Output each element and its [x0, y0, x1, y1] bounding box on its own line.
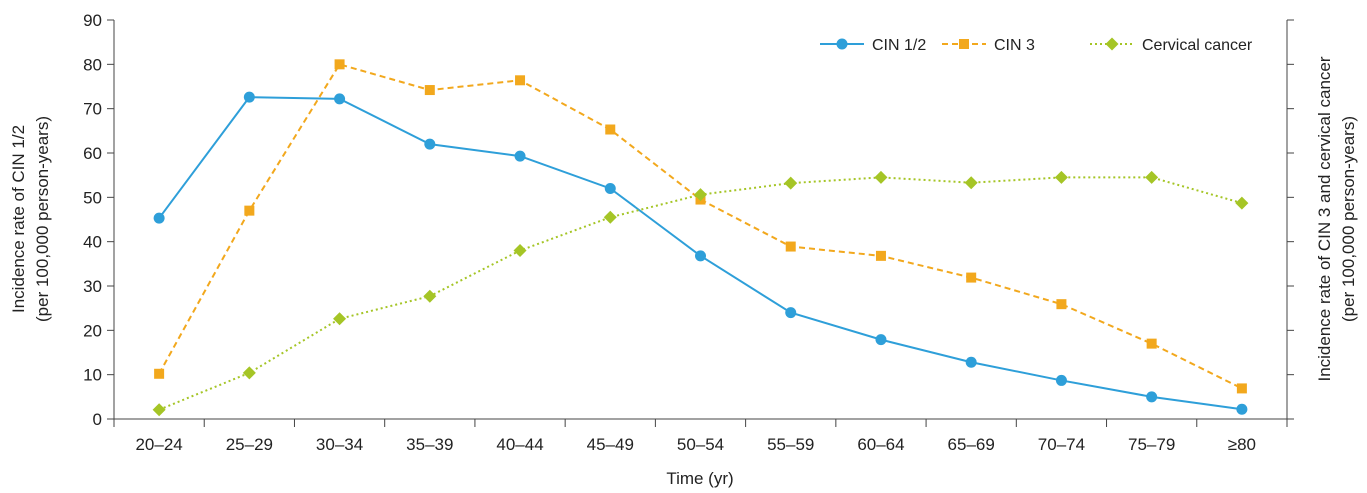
y-tick-label: 80 [83, 55, 102, 74]
data-point [334, 93, 346, 105]
data-point [964, 176, 978, 190]
x-tick-label: 60–64 [857, 435, 904, 454]
legend-marker [836, 38, 848, 50]
data-point [1054, 170, 1068, 184]
y-axis-title-line2: (per 100,000 person-years) [33, 116, 52, 322]
data-point [965, 356, 977, 368]
series-1 [154, 59, 1247, 394]
data-point [604, 182, 616, 194]
data-point [1145, 170, 1159, 184]
y-tick-label: 10 [83, 366, 102, 385]
x-tick-label: 35–39 [406, 435, 453, 454]
x-tick-label: 40–44 [496, 435, 543, 454]
y-tick-label: 50 [83, 188, 102, 207]
series-line [158, 63, 1243, 390]
data-point [785, 307, 797, 319]
y-tick-label: 60 [83, 144, 102, 163]
legend-label: CIN 3 [994, 37, 1035, 54]
x-ticks: 20–24 25–29 30–34 35–39 40–44 45–49 50–54 55–59… [113, 419, 1288, 454]
x-tick-label: ≥80 [1228, 435, 1256, 454]
data-point [605, 124, 616, 135]
y-tick-label: 40 [83, 233, 102, 252]
y-tick-label: 20 [83, 321, 102, 340]
data-point [423, 289, 437, 303]
data-point [1055, 374, 1067, 386]
data-point [875, 334, 887, 346]
legend-label: Cervical cancer [1142, 37, 1253, 54]
data-point [243, 91, 255, 103]
y2-axis-title-line1: Incidence rate of CIN 3 and cervical can… [1315, 56, 1334, 381]
legend-label: CIN 1/2 [872, 37, 926, 54]
x-axis-title: Time (yr) [666, 469, 733, 488]
y-tick-label: 90 [83, 11, 102, 30]
x-tick-label: 65–69 [948, 435, 995, 454]
data-point [424, 138, 436, 150]
data-point [785, 241, 796, 252]
x-tick-label: 45–49 [587, 435, 634, 454]
data-point [1236, 403, 1248, 415]
x-tick-label: 70–74 [1038, 435, 1085, 454]
legend: CIN 1/2 CIN 3 Cervical cancer [820, 37, 1253, 54]
y2-axis-title-line2: (per 100,000 person-years) [1339, 116, 1358, 322]
x-tick-label: 30–34 [316, 435, 363, 454]
data-point [966, 272, 977, 283]
data-point [1146, 391, 1158, 403]
y-tick-label: 30 [83, 277, 102, 296]
data-point [874, 170, 888, 184]
y-tick-label: 70 [83, 100, 102, 119]
data-point [1056, 299, 1067, 310]
x-tick-label: 55–59 [767, 435, 814, 454]
data-point [695, 250, 706, 262]
y-ticks: 0 10 20 30 40 50 60 70 80 90 [83, 11, 1294, 429]
data-point [1236, 383, 1247, 394]
series-group [152, 59, 1249, 417]
data-point [154, 368, 165, 379]
data-point [603, 210, 617, 224]
data-point [1235, 196, 1249, 210]
series-2 [152, 170, 1249, 417]
data-point [514, 150, 526, 162]
data-point [424, 85, 435, 96]
legend-marker [959, 39, 969, 49]
series-line [158, 176, 1243, 411]
y-tick-label: 0 [93, 410, 102, 429]
data-point [152, 403, 166, 417]
data-point [1146, 338, 1157, 349]
series-0 [153, 91, 1248, 415]
data-point [333, 312, 347, 326]
data-point [334, 59, 345, 70]
data-point [515, 75, 526, 86]
data-point [513, 244, 527, 258]
data-point [875, 250, 886, 261]
y-axis-title-line1: Incidence rate of CIN 1/2 [9, 125, 28, 313]
data-point [242, 366, 256, 380]
data-point [784, 176, 798, 190]
data-point [694, 188, 707, 202]
legend-marker [1105, 37, 1119, 51]
data-point [244, 205, 255, 216]
x-tick-label: 75–79 [1128, 435, 1175, 454]
x-tick-label: 50–54 [677, 435, 724, 454]
x-tick-label: 20–24 [135, 435, 182, 454]
x-tick-label: 25–29 [226, 435, 273, 454]
data-point [153, 212, 165, 224]
